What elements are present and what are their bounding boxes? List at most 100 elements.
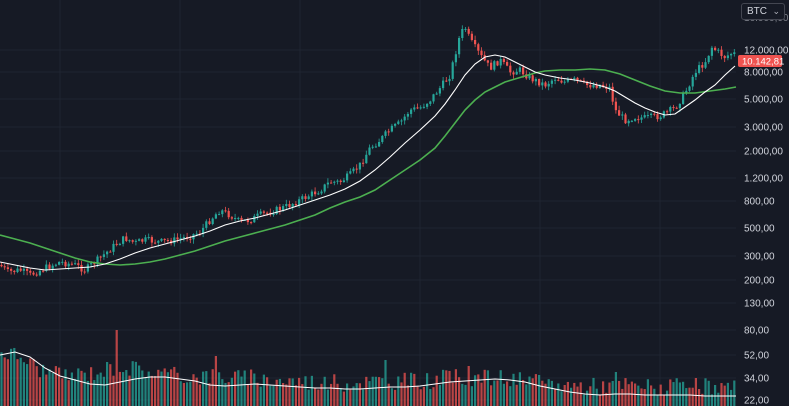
candle-body xyxy=(618,110,621,116)
volume-bar xyxy=(579,382,582,406)
candle-body xyxy=(266,212,269,214)
candle-body xyxy=(259,211,262,214)
volume-bar xyxy=(288,378,291,406)
volume-bar xyxy=(22,362,25,406)
volume-bar xyxy=(528,376,531,406)
volume-bar xyxy=(266,377,269,406)
volume-bar xyxy=(390,388,393,406)
candle-body xyxy=(451,62,454,79)
volume-bar xyxy=(378,377,381,406)
candle-body xyxy=(640,117,643,120)
volume-bar xyxy=(493,380,496,406)
candle-body xyxy=(253,215,256,223)
volume-bar xyxy=(582,394,585,406)
candle-body xyxy=(538,79,541,86)
candle-body xyxy=(51,265,54,269)
candle-body xyxy=(611,86,614,102)
volume-bar xyxy=(720,383,723,406)
volume-bar xyxy=(118,371,121,406)
candle-body xyxy=(218,214,221,216)
volume-bar xyxy=(355,383,358,406)
candle-body xyxy=(42,270,45,272)
candle-body xyxy=(221,210,224,215)
volume-bar xyxy=(301,384,304,406)
candle-body xyxy=(234,217,237,219)
candle-body xyxy=(125,236,128,241)
volume-bar xyxy=(470,386,473,406)
candle-body xyxy=(496,61,499,66)
volume-bar xyxy=(666,390,669,406)
candle-body xyxy=(214,214,217,219)
volume-bar xyxy=(525,384,528,406)
candle-body xyxy=(480,50,483,56)
candle-body xyxy=(6,267,9,269)
volume-bar xyxy=(125,370,128,406)
candle-body xyxy=(566,78,569,82)
volume-bar xyxy=(733,380,736,406)
last-price-label: 10.142,81 xyxy=(742,57,784,68)
volume-bar xyxy=(294,385,297,406)
volume-bar xyxy=(646,379,649,406)
symbol-select[interactable]: BTC ⌄ xyxy=(741,3,785,20)
candle-body xyxy=(275,206,278,214)
candle-body xyxy=(723,55,726,59)
volume-bar xyxy=(653,388,656,406)
candle-body xyxy=(384,131,387,136)
candle-body xyxy=(698,65,701,73)
volume-bar xyxy=(490,385,493,406)
volume-bar xyxy=(112,375,115,406)
volume-bar xyxy=(426,373,429,406)
volume-bar xyxy=(3,357,6,406)
candle-body xyxy=(726,55,729,59)
candle-body xyxy=(454,54,457,63)
candle-body xyxy=(154,242,157,244)
candle-body xyxy=(598,84,601,88)
candle-body xyxy=(118,243,121,245)
price-tick-label: 8.000,00 xyxy=(744,68,783,79)
volume-bar xyxy=(346,383,349,406)
volume-bar xyxy=(358,383,361,406)
volume-bar xyxy=(170,369,173,406)
candle-body xyxy=(422,106,425,108)
candle-body xyxy=(426,103,429,107)
candle-body xyxy=(470,33,473,40)
candle-body xyxy=(368,147,371,155)
candle-body xyxy=(128,240,131,242)
volume-bar xyxy=(694,378,697,406)
candle-body xyxy=(160,238,163,241)
candle-body xyxy=(438,88,441,94)
candle-body xyxy=(166,240,169,242)
volume-bar xyxy=(150,375,153,406)
volume-bar xyxy=(512,373,515,406)
candle-body xyxy=(547,83,550,87)
volume-bar xyxy=(240,376,243,406)
candle-body xyxy=(592,85,595,88)
volume-bar xyxy=(291,378,294,406)
candle-body xyxy=(240,217,243,220)
candle-body xyxy=(608,86,611,89)
volume-bar xyxy=(54,366,57,406)
candle-body xyxy=(237,217,240,219)
candle-body xyxy=(630,120,633,122)
candle-body xyxy=(349,171,352,174)
candle-body xyxy=(272,213,275,215)
volume-bar xyxy=(86,380,89,406)
candle-body xyxy=(406,113,409,117)
volume-bar xyxy=(394,389,397,406)
grid xyxy=(0,0,736,406)
volume-bar xyxy=(554,389,557,406)
last-price-badge: 10.142,81 xyxy=(738,55,784,68)
candle-body xyxy=(19,268,22,271)
volume-bar xyxy=(141,370,144,406)
volume-bar xyxy=(160,371,163,406)
volume-bar xyxy=(51,373,54,406)
volume-bar xyxy=(237,370,240,406)
candle-body xyxy=(38,270,41,276)
candle-body xyxy=(106,251,109,255)
volume-bar xyxy=(442,369,445,406)
candle-body xyxy=(589,85,592,88)
candle-body xyxy=(3,266,6,268)
volume-bar xyxy=(13,347,16,406)
volume-bar xyxy=(205,371,208,406)
